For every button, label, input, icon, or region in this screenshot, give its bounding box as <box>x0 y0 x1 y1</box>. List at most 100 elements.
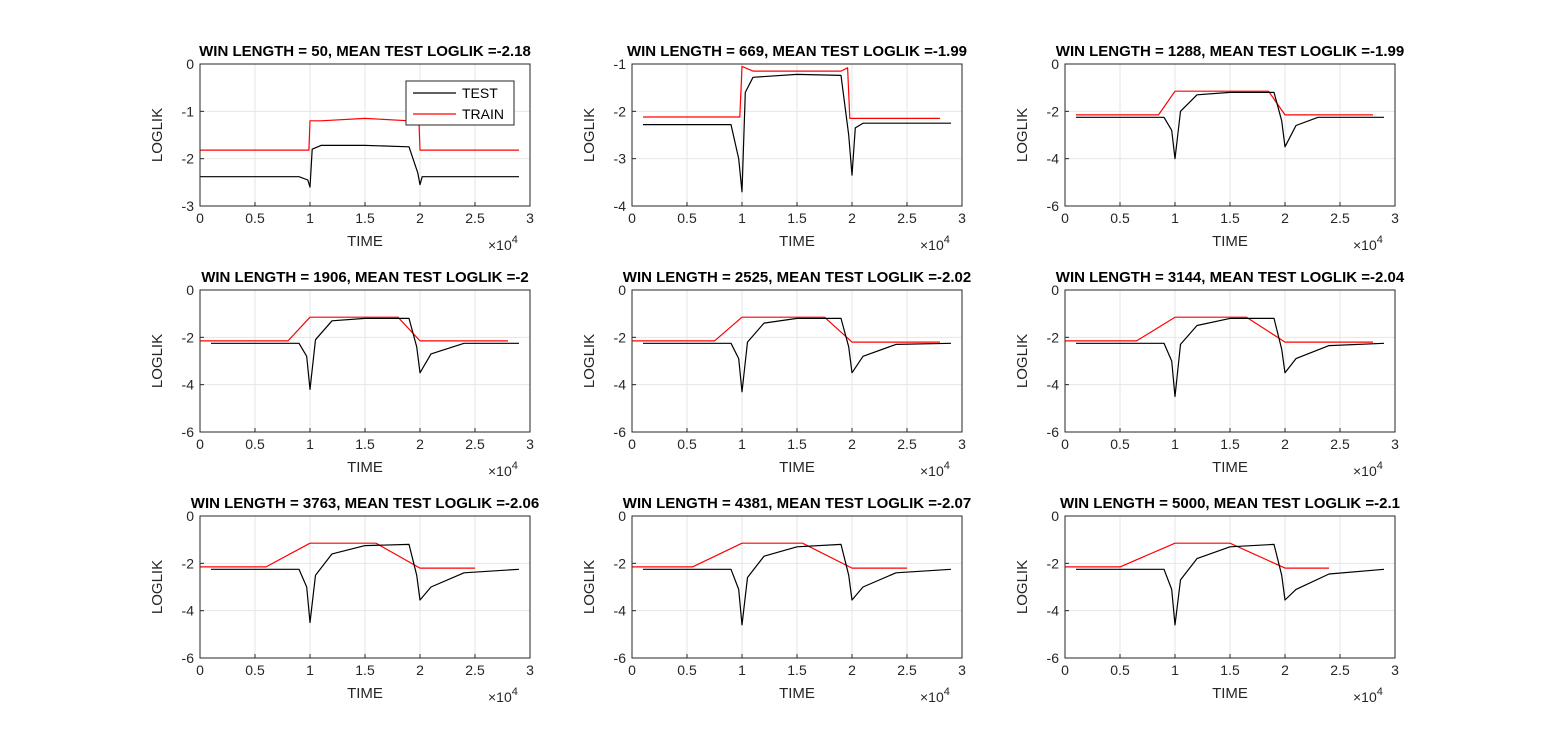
subplot-title: WIN LENGTH = 1906, MEAN TEST LOGLIK =-2 <box>201 269 529 286</box>
y-tick-label: -4 <box>182 377 195 393</box>
subplot-8: 0 0.5 1 1.5 2 2.5 3-6-4-20WIN LENGTH = 4381, M… <box>581 495 971 705</box>
x-tick-label: 3 <box>1391 436 1399 452</box>
subplot-1: 0 0.5 1 1.5 2 2.5 3 -3 -2 -1 0 WIN LENGTH = 50, MEA… <box>149 43 534 253</box>
x-tick-label: 1 <box>306 436 314 452</box>
y-axis-label: LOGLIK <box>581 334 598 388</box>
subplot-title: WIN LENGTH = 50, MEAN TEST LOGLIK =-2.18 <box>199 43 531 60</box>
x-tick-label: 3 <box>526 436 534 452</box>
y-tick-label: -2 <box>1047 103 1060 119</box>
y-axis-label: LOGLIK <box>581 108 598 162</box>
x-exponent-label: ×104 <box>488 686 518 705</box>
y-tick-label: -4 <box>614 198 627 214</box>
x-exponent-label: ×104 <box>1353 686 1383 705</box>
y-tick-label: -3 <box>182 198 195 214</box>
y-tick-label: -6 <box>614 424 627 440</box>
y-axis-label: LOGLIK <box>149 560 166 614</box>
x-tick-label: 0.5 <box>245 436 265 452</box>
x-tick-label: 2 <box>416 436 424 452</box>
x-tick-label: 2.5 <box>465 662 485 678</box>
y-axis-label: LOGLIK <box>149 334 166 388</box>
x-axis-label: TIME <box>1212 459 1248 476</box>
legend-label-train: TRAIN <box>462 106 504 122</box>
x-tick-label: 3 <box>958 210 966 226</box>
x-tick-label: 3 <box>1391 662 1399 678</box>
y-tick-label: -4 <box>1047 603 1060 619</box>
y-tick-label: -2 <box>614 329 627 345</box>
x-tick-label: 2 <box>1281 662 1289 678</box>
x-tick-label: 2 <box>848 210 856 226</box>
x-tick-label: 1.5 <box>355 210 375 226</box>
y-tick-label: -2 <box>614 555 627 571</box>
x-tick-label: 1 <box>738 210 746 226</box>
x-exponent-label: ×104 <box>488 234 518 253</box>
subplot-title: WIN LENGTH = 5000, MEAN TEST LOGLIK =-2.… <box>1060 495 1400 512</box>
y-tick-label: 0 <box>186 282 194 298</box>
x-tick-label: 2 <box>848 662 856 678</box>
x-tick-label: 1 <box>306 662 314 678</box>
subplot-4: 0 0.5 1 1.5 2 2.5 3 -6 -4 -2 0 WIN LENGTH = 1906, M… <box>149 269 534 479</box>
x-tick-label: 2.5 <box>1330 662 1350 678</box>
x-tick-label: 3 <box>958 436 966 452</box>
x-exponent-label: ×104 <box>920 460 950 479</box>
x-tick-label: 0 <box>1061 436 1069 452</box>
x-tick-label: 2 <box>1281 436 1289 452</box>
subplot-5: 0 0.5 1 1.5 2 2.5 3-6-4-20WIN LENGTH = 2525, M… <box>581 269 971 479</box>
x-tick-label: 0.5 <box>677 662 697 678</box>
y-tick-label: -6 <box>182 424 195 440</box>
x-tick-label: 2.5 <box>465 210 485 226</box>
x-tick-label: 2 <box>848 436 856 452</box>
y-tick-label: -6 <box>614 650 627 666</box>
y-tick-label: -6 <box>182 650 195 666</box>
y-tick-label: -2 <box>182 555 195 571</box>
subplot-title: WIN LENGTH = 1288, MEAN TEST LOGLIK =-1.… <box>1056 43 1404 60</box>
x-tick-label: 2.5 <box>1330 436 1350 452</box>
x-tick-label: 1.5 <box>355 436 375 452</box>
x-tick-label: 0 <box>1061 210 1069 226</box>
y-tick-label: -4 <box>614 377 627 393</box>
x-tick-label: 1.5 <box>1220 210 1240 226</box>
x-tick-label: 3 <box>1391 210 1399 226</box>
x-tick-label: 0 <box>1061 662 1069 678</box>
x-tick-label: 2.5 <box>1330 210 1350 226</box>
x-tick-label: 2.5 <box>465 436 485 452</box>
subplot-title: WIN LENGTH = 2525, MEAN TEST LOGLIK =-2.… <box>623 269 971 286</box>
x-axis-label: TIME <box>779 233 815 250</box>
y-axis-label: LOGLIK <box>1014 108 1031 162</box>
x-tick-label: 3 <box>526 210 534 226</box>
x-tick-label: 1.5 <box>1220 436 1240 452</box>
x-tick-label: 0 <box>196 662 204 678</box>
x-tick-label: 0.5 <box>677 210 697 226</box>
x-tick-label: 0.5 <box>1110 436 1130 452</box>
x-tick-label: 1.5 <box>787 436 807 452</box>
x-tick-label: 0 <box>628 210 636 226</box>
y-tick-label: -4 <box>182 603 195 619</box>
x-axis-label: TIME <box>1212 685 1248 702</box>
y-tick-label: -4 <box>1047 151 1060 167</box>
x-axis-label: TIME <box>347 459 383 476</box>
x-tick-label: 0.5 <box>677 436 697 452</box>
x-tick-label: 1.5 <box>787 662 807 678</box>
x-tick-label: 0.5 <box>245 662 265 678</box>
y-tick-label: -2 <box>614 103 627 119</box>
y-tick-label: -1 <box>182 103 195 119</box>
x-axis-label: TIME <box>779 685 815 702</box>
x-tick-label: 2.5 <box>897 662 917 678</box>
subplot-title: WIN LENGTH = 4381, MEAN TEST LOGLIK =-2.… <box>623 495 971 512</box>
x-tick-label: 1 <box>1171 662 1179 678</box>
x-axis-label: TIME <box>779 459 815 476</box>
x-axis-label: TIME <box>347 685 383 702</box>
y-tick-label: -1 <box>614 56 627 72</box>
x-tick-label: 1 <box>1171 436 1179 452</box>
x-tick-label: 2 <box>1281 210 1289 226</box>
x-tick-label: 2 <box>416 662 424 678</box>
y-tick-label: -6 <box>1047 198 1060 214</box>
x-tick-label: 0.5 <box>1110 662 1130 678</box>
y-tick-label: -4 <box>614 603 627 619</box>
x-tick-label: 1.5 <box>355 662 375 678</box>
x-tick-label: 0 <box>628 662 636 678</box>
subplot-title: WIN LENGTH = 3144, MEAN TEST LOGLIK =-2.… <box>1056 269 1405 286</box>
y-tick-label: -2 <box>182 151 195 167</box>
x-tick-label: 2.5 <box>897 436 917 452</box>
